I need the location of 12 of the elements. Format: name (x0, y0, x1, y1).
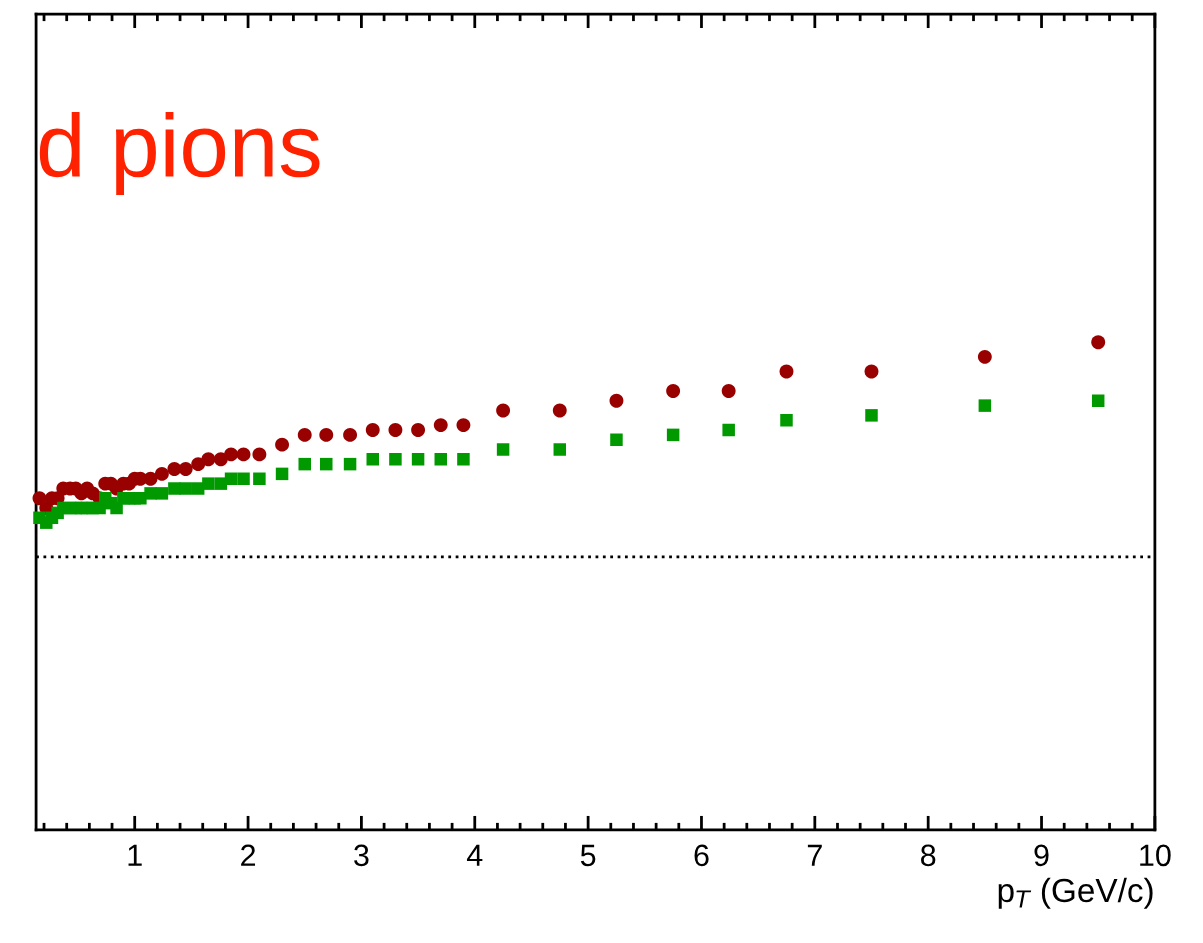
x-tick-label: 3 (354, 844, 369, 867)
x-tick-label: 8 (921, 844, 936, 867)
x-tick-label: 1 (128, 844, 142, 866)
x-tick-label: 9 (1034, 844, 1049, 867)
x-tick-label: 4 (466, 844, 483, 866)
x-tick-label: 10 (1140, 844, 1171, 867)
x-tick-label: 5 (580, 844, 596, 867)
x-tick-label: 6 (694, 844, 709, 867)
x-tick-label: 2 (241, 844, 256, 866)
x-axis-title: p$_{T}$ (GeV/c) (998, 877, 1153, 909)
text: d pions (39, 112, 320, 195)
x-tick-label: 7 (807, 844, 822, 866)
